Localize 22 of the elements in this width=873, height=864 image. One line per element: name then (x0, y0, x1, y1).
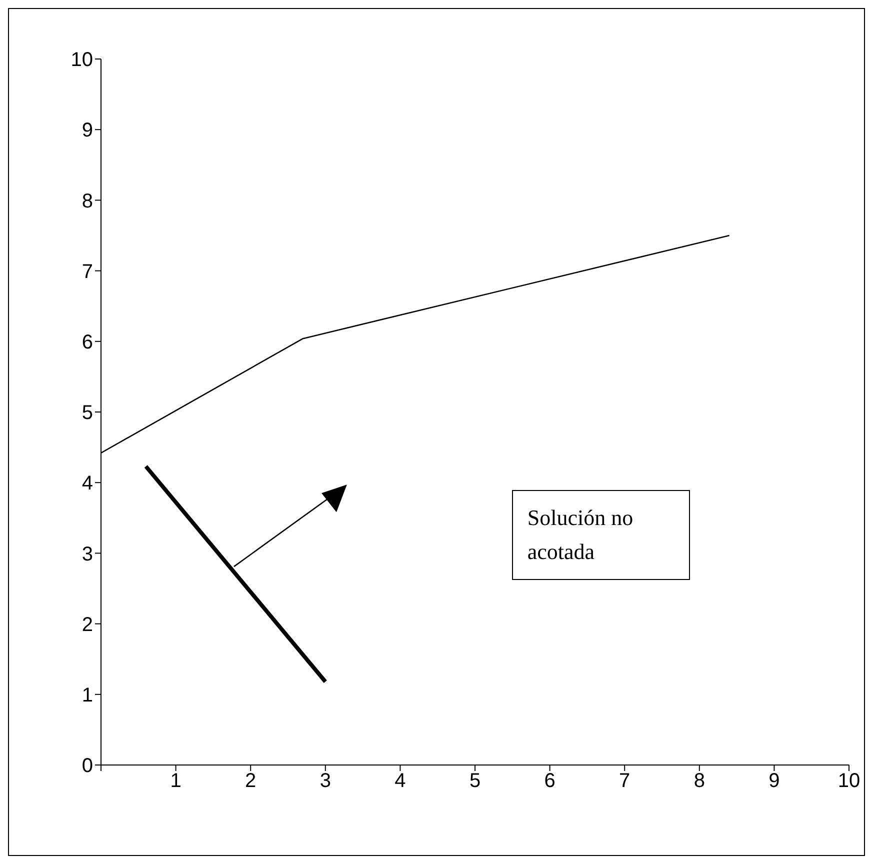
annotation: Solución no acotada (512, 490, 690, 580)
x-tick-label: 2 (245, 770, 256, 792)
y-tick-label: 5 (82, 402, 93, 424)
y-tick-label: 3 (82, 543, 93, 566)
y-tick-label: 6 (82, 332, 93, 354)
x-tick-label: 10 (838, 770, 860, 792)
x-tick-label: 3 (320, 770, 331, 792)
y-tick-label: 0 (82, 755, 93, 778)
y-tick-label: 1 (82, 684, 93, 706)
x-tick-label: 4 (394, 770, 406, 792)
x-tick-label: 8 (694, 770, 705, 792)
x-tick-label: 1 (170, 770, 182, 792)
x-tick-label: 9 (768, 770, 780, 792)
y-tick-label: 9 (82, 120, 93, 142)
x-tick-label: 6 (544, 770, 556, 792)
y-tick-label: 8 (82, 190, 93, 212)
y-tick-label: 2 (82, 614, 93, 636)
x-tick-label: 7 (619, 770, 630, 792)
y-tick-label: 4 (82, 472, 93, 495)
x-tick-label: 5 (469, 770, 481, 792)
y-tick-label: 7 (82, 260, 93, 283)
y-tick-label: 10 (70, 49, 93, 72)
